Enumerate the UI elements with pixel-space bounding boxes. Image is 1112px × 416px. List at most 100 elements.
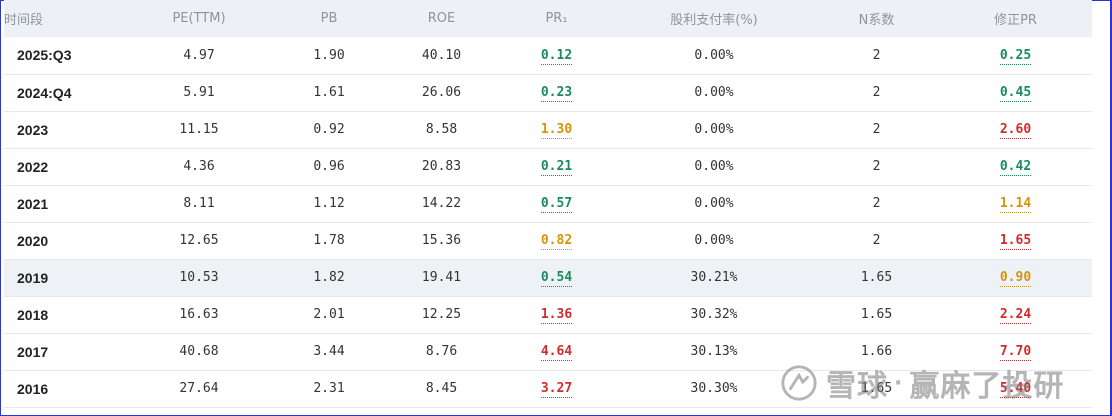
pr-value[interactable]: 4.64	[540, 344, 573, 361]
pr-value[interactable]: 1.30	[540, 122, 573, 139]
pr-value[interactable]: 0.57	[540, 196, 573, 213]
cell-period: 2019	[4, 259, 124, 297]
table-row[interactable]: 2021 8.11 1.12 14.22 0.57 0.00% 2 1.14	[4, 185, 1092, 223]
cell-pe: 5.91	[124, 74, 274, 112]
cell-payout: 0.00%	[614, 185, 814, 223]
cell-payout: 30.21%	[614, 259, 814, 297]
cell-pb: 1.61	[274, 74, 384, 112]
cell-period: 2025:Q3	[4, 37, 124, 75]
cell-pr: 0.21	[499, 148, 614, 186]
cell-roe: 8.76	[384, 333, 499, 371]
cell-roe: 14.22	[384, 185, 499, 223]
cell-pe: 4.36	[124, 148, 274, 186]
adj-pr-value[interactable]: 0.45	[999, 85, 1032, 102]
cell-n: 2	[814, 222, 939, 260]
pr-value[interactable]: 3.27	[540, 381, 573, 398]
table-row[interactable]: 2019 10.53 1.82 19.41 0.54 30.21% 1.65 0.90	[4, 259, 1092, 297]
cell-pr: 0.57	[499, 185, 614, 223]
cell-adj-pr: 0.25	[939, 37, 1092, 75]
cell-roe: 8.58	[384, 111, 499, 149]
cell-payout: 30.13%	[614, 333, 814, 371]
table-row[interactable]: 2020 12.65 1.78 15.36 0.82 0.00% 2 1.65	[4, 222, 1092, 260]
cell-n: 1.65	[814, 296, 939, 334]
table-row[interactable]: 2023 11.15 0.92 8.58 1.30 0.00% 2 2.60	[4, 111, 1092, 149]
cell-payout: 30.30%	[614, 370, 814, 408]
cell-n: 2	[814, 111, 939, 149]
cell-roe: 12.25	[384, 296, 499, 334]
cell-pr: 1.30	[499, 111, 614, 149]
cell-adj-pr: 1.14	[939, 185, 1092, 223]
cell-payout: 30.32%	[614, 296, 814, 334]
cell-pe: 40.68	[124, 333, 274, 371]
cell-pe: 10.53	[124, 259, 274, 297]
cell-roe: 26.06	[384, 74, 499, 112]
cell-pr: 3.27	[499, 370, 614, 408]
cell-n: 1.66	[814, 333, 939, 371]
cell-n: 2	[814, 74, 939, 112]
table-row[interactable]: 2022 4.36 0.96 20.83 0.21 0.00% 2 0.42	[4, 148, 1092, 186]
cell-adj-pr: 1.65	[939, 222, 1092, 260]
cell-period: 2022	[4, 148, 124, 186]
cell-pb: 1.12	[274, 185, 384, 223]
cell-n: 1.65	[814, 259, 939, 297]
cell-adj-pr: 7.70	[939, 333, 1092, 371]
table-row[interactable]: 2024:Q4 5.91 1.61 26.06 0.23 0.00% 2 0.45	[4, 74, 1092, 112]
cell-roe: 8.45	[384, 370, 499, 408]
adj-pr-value[interactable]: 1.14	[999, 196, 1032, 213]
pr-value[interactable]: 0.82	[540, 233, 573, 250]
header-pb[interactable]: PB	[320, 11, 338, 26]
header-pe[interactable]: PE(TTM)	[172, 11, 226, 26]
header-row: 时间段 PE(TTM) PB ROE PR₁ 股利支付率(%) N系数 修正PR	[4, 0, 1092, 37]
table-row[interactable]: 2016 27.64 2.31 8.45 3.27 30.30% 1.65 5.40	[4, 370, 1092, 408]
table-row[interactable]: 2017 40.68 3.44 8.76 4.64 30.13% 1.66 7.70	[4, 333, 1092, 371]
cell-pe: 27.64	[124, 370, 274, 408]
pr-value[interactable]: 0.54	[540, 270, 573, 287]
cell-pb: 1.82	[274, 259, 384, 297]
cell-period: 2018	[4, 296, 124, 334]
cell-period: 2023	[4, 111, 124, 149]
adj-pr-value[interactable]: 0.42	[999, 159, 1032, 176]
cell-adj-pr: 5.40	[939, 370, 1092, 408]
cell-pe: 16.63	[124, 296, 274, 334]
table-row[interactable]: 2025:Q3 4.97 1.90 40.10 0.12 0.00% 2 0.25	[4, 37, 1092, 75]
pr-value[interactable]: 0.12	[540, 47, 573, 65]
adj-pr-value[interactable]: 5.40	[999, 381, 1032, 398]
cell-pe: 4.97	[124, 37, 274, 75]
cell-period: 2024:Q4	[4, 74, 124, 112]
cell-pr: 0.12	[499, 37, 614, 75]
adj-pr-value[interactable]: 0.90	[999, 270, 1032, 287]
adj-pr-value[interactable]: 0.25	[999, 47, 1032, 65]
cell-adj-pr: 2.60	[939, 111, 1092, 149]
cell-roe: 15.36	[384, 222, 499, 260]
cell-payout: 0.00%	[614, 111, 814, 149]
valuation-table: 时间段 PE(TTM) PB ROE PR₁ 股利支付率(%) N系数 修正PR…	[4, 0, 1092, 408]
cell-n: 2	[814, 37, 939, 75]
cell-n: 2	[814, 148, 939, 186]
cell-pe: 12.65	[124, 222, 274, 260]
header-period[interactable]: 时间段	[4, 13, 44, 28]
adj-pr-value[interactable]: 7.70	[999, 344, 1032, 361]
adj-pr-value[interactable]: 1.65	[999, 233, 1032, 250]
pr-value[interactable]: 0.23	[540, 85, 573, 102]
pr-value[interactable]: 1.36	[540, 307, 573, 324]
header-pr[interactable]: PR₁	[545, 11, 568, 26]
cell-pr: 0.54	[499, 259, 614, 297]
pr-value[interactable]: 0.21	[540, 159, 573, 176]
header-n[interactable]: N系数	[858, 13, 895, 28]
header-adj-pr[interactable]: 修正PR	[994, 13, 1037, 28]
cell-adj-pr: 0.42	[939, 148, 1092, 186]
cell-pb: 1.90	[274, 37, 384, 75]
cell-adj-pr: 2.24	[939, 296, 1092, 334]
cell-payout: 0.00%	[614, 74, 814, 112]
table-header: 时间段 PE(TTM) PB ROE PR₁ 股利支付率(%) N系数 修正PR	[4, 0, 1092, 37]
header-roe[interactable]: ROE	[427, 11, 456, 26]
cell-pb: 0.96	[274, 148, 384, 186]
header-payout[interactable]: 股利支付率(%)	[670, 13, 758, 28]
adj-pr-value[interactable]: 2.24	[999, 307, 1032, 324]
cell-pr: 4.64	[499, 333, 614, 371]
cell-payout: 0.00%	[614, 222, 814, 260]
cell-pb: 2.01	[274, 296, 384, 334]
adj-pr-value[interactable]: 2.60	[999, 122, 1032, 139]
cell-roe: 19.41	[384, 259, 499, 297]
table-row[interactable]: 2018 16.63 2.01 12.25 1.36 30.32% 1.65 2.24	[4, 296, 1092, 334]
